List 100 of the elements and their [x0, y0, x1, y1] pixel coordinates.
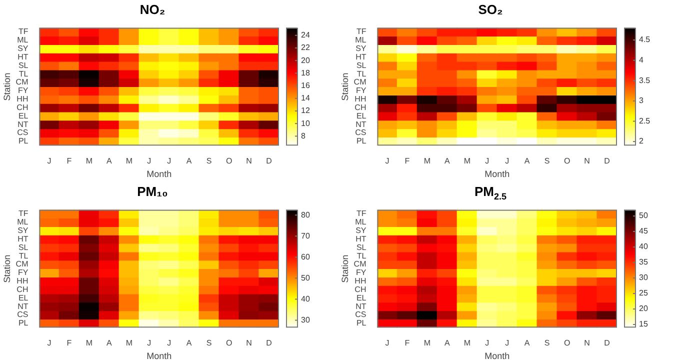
x-tick-label: M: [86, 338, 93, 348]
color-bar-label: 45: [639, 226, 648, 236]
y-tick-label: SY: [18, 226, 29, 236]
color-bar-label: 18: [301, 68, 310, 78]
y-tick-label: SL: [356, 242, 367, 252]
y-tick-label: TF: [356, 27, 366, 36]
x-tick-label: J: [147, 338, 152, 348]
color-bar-label: 70: [301, 231, 310, 240]
x-tick-label: A: [524, 156, 530, 166]
color-bar-label: 20: [301, 56, 310, 65]
chart-title: PM₁₀: [136, 184, 169, 199]
y-tick-label: FY: [18, 86, 29, 96]
color-bar-label: 12: [301, 106, 310, 116]
y-tick-label: ML: [355, 218, 367, 227]
y-tick-label: SY: [356, 226, 367, 236]
color-bar-label: 16: [301, 80, 310, 90]
x-tick-label: A: [186, 156, 192, 166]
y-tick-label: CM: [354, 260, 367, 269]
y-axis-title: Station: [340, 72, 350, 101]
y-tick-label: FY: [356, 86, 367, 96]
x-tick-label: D: [604, 338, 610, 348]
x-tick-label: N: [584, 156, 590, 166]
color-bar-label: 14: [301, 94, 310, 103]
color-bar-label: 80: [301, 210, 310, 220]
y-tick-label: CS: [17, 128, 28, 138]
x-tick-label: J: [47, 156, 52, 166]
x-tick-label: J: [147, 156, 152, 166]
y-tick-label: HH: [354, 94, 366, 104]
y-tick-label: CS: [355, 310, 366, 320]
x-axis-title: Month: [146, 169, 172, 180]
y-tick-label: CM: [16, 78, 29, 87]
y-tick-label: CH: [16, 284, 28, 294]
x-tick-label: F: [404, 338, 410, 348]
x-tick-label: A: [106, 338, 112, 348]
x-tick-label: M: [86, 156, 93, 166]
x-tick-label: D: [266, 156, 272, 166]
color-bar-label: 20: [639, 304, 648, 314]
chart-title: PM$_{2.5}$: [473, 184, 508, 202]
color-bar-label: 50: [639, 211, 648, 220]
y-tick-label: NT: [18, 302, 28, 311]
y-tick-label: TF: [356, 209, 366, 218]
y-tick-label: EL: [356, 111, 367, 120]
x-tick-label: S: [544, 338, 550, 348]
y-tick-label: TL: [18, 69, 29, 78]
x-tick-label: S: [206, 156, 212, 166]
y-tick-label: CM: [16, 260, 29, 269]
y-tick-label: NT: [356, 302, 366, 311]
color-bar-label: 50: [301, 273, 310, 282]
x-tick-label: O: [564, 156, 570, 166]
x-tick-label: M: [126, 338, 133, 348]
y-tick-label: EL: [18, 293, 29, 302]
x-tick-label: A: [106, 156, 112, 166]
y-tick-label: SY: [18, 44, 29, 54]
x-tick-label: J: [47, 338, 52, 348]
x-tick-label: N: [246, 338, 252, 348]
y-tick-label: TF: [18, 209, 28, 218]
y-tick-label: EL: [356, 293, 367, 302]
y-tick-label: SY: [356, 44, 367, 54]
y-tick-label: CM: [354, 78, 367, 87]
color-bar-label: 25: [639, 288, 648, 298]
y-tick-label: PL: [18, 136, 29, 146]
color-bar-label: 4: [639, 56, 644, 64]
color-bar-label: 8: [301, 131, 306, 140]
x-tick-label: F: [66, 338, 72, 348]
color-bar-label: 2.5: [639, 116, 651, 126]
color-bar-label: 3.5: [639, 76, 651, 85]
x-axis-title: Month: [484, 351, 510, 362]
x-tick-label: M: [464, 338, 471, 348]
y-tick-label: HT: [18, 52, 28, 62]
x-tick-label: D: [604, 156, 610, 166]
y-tick-label: NT: [356, 120, 366, 129]
x-tick-label: J: [505, 338, 510, 348]
y-tick-label: SL: [18, 242, 29, 252]
y-tick-label: CH: [16, 102, 28, 112]
y-tick-label: SL: [18, 60, 29, 70]
color-bar-label: 40: [301, 294, 310, 304]
x-tick-label: S: [544, 156, 550, 166]
x-tick-label: N: [584, 338, 590, 348]
x-tick-label: J: [167, 338, 172, 348]
color-bar-label: 30: [639, 273, 648, 282]
x-tick-label: M: [126, 156, 133, 166]
x-tick-label: O: [226, 338, 232, 348]
y-tick-label: ML: [17, 36, 29, 45]
y-axis-title: Station: [340, 254, 350, 283]
color-bar-label: 2: [639, 136, 644, 146]
color-bar-label: 3: [639, 96, 644, 106]
y-tick-label: FY: [18, 268, 29, 278]
y-tick-label: PL: [356, 136, 367, 146]
x-tick-label: A: [444, 156, 450, 166]
y-tick-label: HH: [16, 276, 28, 286]
y-tick-label: HH: [354, 276, 366, 286]
x-tick-label: F: [404, 156, 410, 166]
x-tick-label: M: [424, 156, 431, 166]
x-axis-title: Month: [484, 169, 510, 180]
x-tick-label: A: [186, 338, 192, 348]
y-tick-label: ML: [355, 36, 367, 45]
x-tick-label: J: [485, 338, 490, 348]
y-tick-label: HT: [356, 234, 366, 244]
color-bar-label: 22: [301, 43, 310, 52]
y-tick-label: TL: [18, 251, 29, 260]
